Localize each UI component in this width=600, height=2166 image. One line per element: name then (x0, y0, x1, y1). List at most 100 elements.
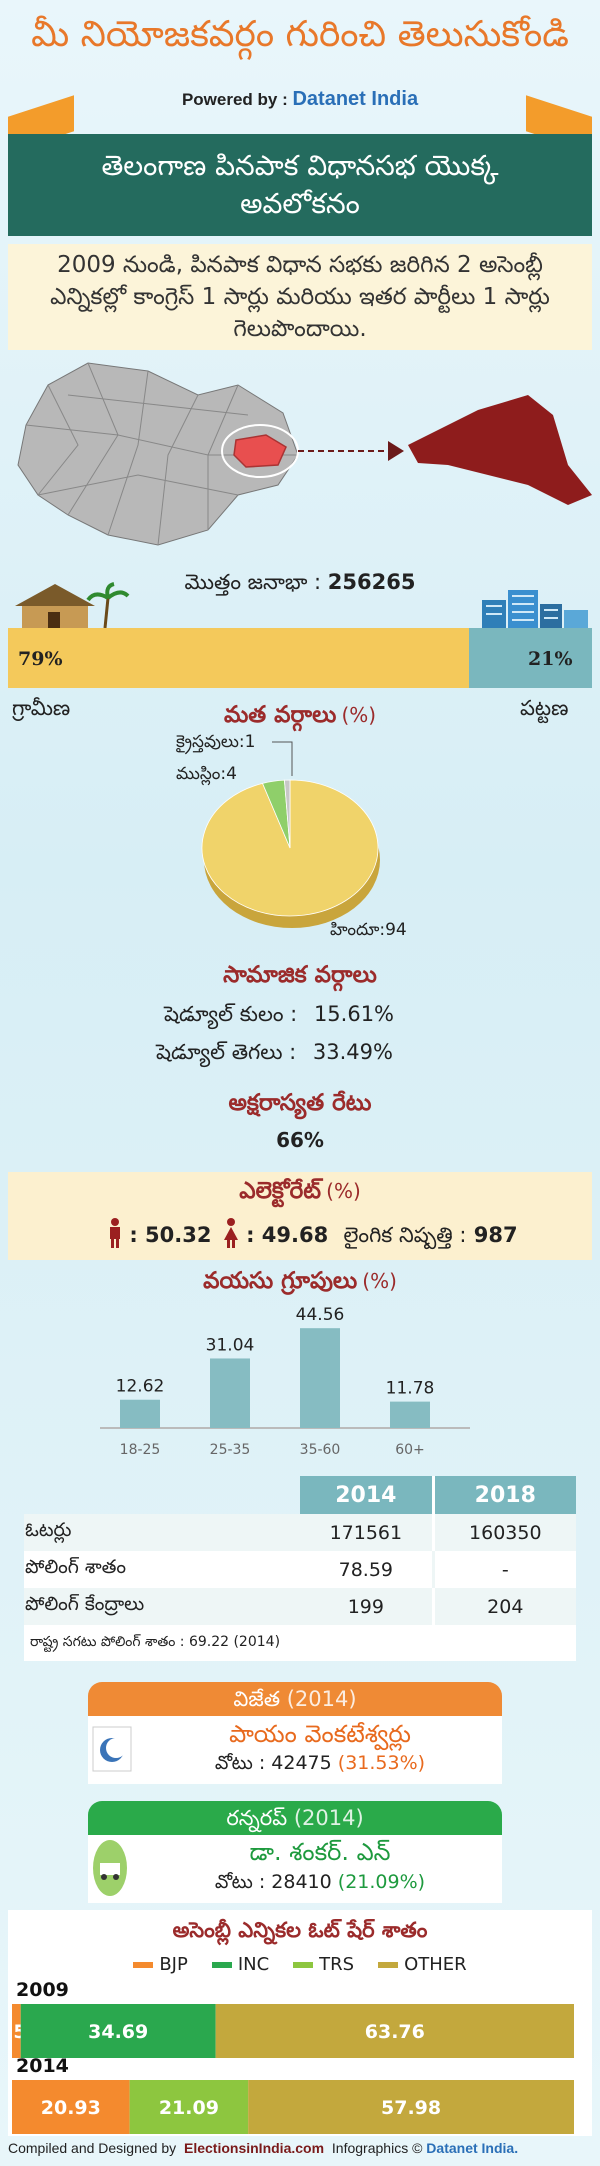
runnerup-year: (2014) (293, 1806, 364, 1830)
powered-by: Powered by : Datanet India (0, 88, 600, 111)
literacy-title: అక్షరాస్యత రేటు (228, 1090, 372, 1116)
age-category-label: 60+ (395, 1442, 425, 1458)
hindu-label: హిందూ:94 (330, 920, 407, 940)
stats-table-wrap: 2014 2018 ఓటర్లు 171561 160350 పోలింగ్ శ… (24, 1476, 576, 1661)
vote-share-value-label: 21.09 (159, 2097, 219, 2119)
male-value: : 50.32 (129, 1223, 212, 1247)
muslim-label: ముస్లిం:4 (176, 764, 237, 784)
row-2018: 160350 (469, 1521, 542, 1544)
overview-title: తెలంగాణ పినపాక విధానసభ యొక్క అవలోకనం (101, 149, 499, 220)
brand-link[interactable]: Datanet India (292, 88, 419, 110)
telangana-map (17, 362, 299, 546)
winner-card (88, 1716, 502, 1784)
powered-by-label: Powered by : (181, 90, 288, 109)
sex-ratio-value: 987 (473, 1223, 518, 1247)
urban-percent: 21% (528, 648, 573, 670)
age-unit: (%) (362, 1269, 397, 1293)
christian-label: క్రైస్తవులు:1 (176, 732, 256, 752)
connector-arrow (298, 441, 404, 461)
table-row: పోలింగ్ శాతం 78.59 - (24, 1551, 576, 1588)
age-bar-25-35 (210, 1358, 250, 1428)
vote-share-year-label: 2009 (16, 1982, 69, 2001)
rural-percent: 79% (18, 648, 63, 670)
vote-share-bar-trs-2014 (129, 2080, 249, 2134)
age-category-label: 18-25 (120, 1442, 161, 1458)
legend-swatch (378, 1962, 399, 1968)
row-label: పోలింగ్ శాతం (25, 1556, 127, 1578)
runnerup-votes-label: వోటు : 28410 (214, 1871, 332, 1893)
vote-share-bar-other-2014 (248, 2080, 574, 2134)
rural-label: గ్రామీణ (12, 696, 71, 720)
age-heading: వయసు గ్రూపులు (%) (0, 1268, 600, 1300)
sc-value: 15.61% (313, 1002, 395, 1026)
social-title: సామాజిక వర్గాలు (223, 962, 377, 988)
rural-bar (8, 628, 469, 688)
vote-share-legend: BJP INC TRS OTHER (0, 1954, 600, 1975)
electorate-stats: : 50.32 : 49.68 లైంగిక నిష్పత్తి : 987 (108, 1218, 518, 1253)
village-hut-icon (15, 582, 130, 629)
state-average-note: రాష్ట్ర సగటు పోలింగ్ శాతం : 69.22 (2014) (30, 1633, 281, 1650)
age-value-label: 12.62 (116, 1377, 165, 1397)
st-row: షెడ్యూల్ తెగలు : 33.49% (156, 1040, 393, 1070)
male-icon (110, 1218, 120, 1248)
age-value-label: 44.56 (296, 1305, 345, 1325)
urban-bar (469, 628, 592, 688)
runnerup-header: రన్నరప్ (2014) (88, 1801, 502, 1835)
stats-table: 2014 2018 ఓటర్లు 171561 160350 పోలింగ్ శ… (24, 1476, 576, 1661)
table-note-row: రాష్ట్ర సగటు పోలింగ్ శాతం : 69.22 (2014) (24, 1625, 576, 1661)
vote-share-bar-inc-2009 (20, 2004, 216, 2058)
age-category-label: 25-35 (210, 1442, 251, 1458)
age-title: వయసు గ్రూపులు (203, 1268, 358, 1294)
christian-leader-line (272, 741, 293, 776)
religion-pie-chart (201, 779, 380, 928)
legend-item-inc: INC (211, 1954, 269, 1975)
page-title: మీ నియోజకవర్గం గురించి తెలుసుకోండి (31, 14, 569, 55)
winner-votes: వోటు : 42475 (31.53%) (140, 1752, 500, 1779)
winner-votes-label: వోటు : 42475 (214, 1752, 332, 1774)
age-category-label: 35-60 (300, 1442, 341, 1458)
age-bar-18-25 (120, 1399, 160, 1428)
st-value: 33.49% (312, 1040, 393, 1064)
header-2018: 2018 (433, 1476, 576, 1514)
legend-label: TRS (319, 1954, 355, 1975)
table-row: పోలింగ్ కేంద్రాలు 199 204 (24, 1588, 576, 1625)
row-2018: 204 (487, 1595, 524, 1618)
table-corner (24, 1476, 300, 1514)
vote-share-bar-other-2009 (215, 2004, 574, 2058)
footer-infographics: Infographics © (331, 2140, 423, 2156)
legend-item-other: OTHER (378, 1954, 467, 1975)
footer-elections-link[interactable]: ElectionsinIndia.com (184, 2140, 325, 2156)
footer-compiled: Compiled and Designed by (8, 2140, 177, 2156)
vote-share-value-label: 57.98 (381, 2097, 441, 2119)
electorate-box (8, 1172, 592, 1260)
vote-share-value-label: 63.76 (365, 2021, 425, 2043)
pinapaka-map (408, 395, 592, 505)
electorate-unit: (%) (326, 1179, 361, 1203)
sex-ratio-label: లైంగిక నిష్పత్తి : (343, 1223, 467, 1247)
age-bar-60+ (390, 1401, 430, 1428)
row-2014: 199 (300, 1588, 435, 1625)
population-label: మొత్తం జనాభా : (184, 570, 322, 594)
religion-title: మత వర్గాలు (223, 702, 337, 728)
legend-swatch (133, 1962, 154, 1968)
legend-label: BJP (159, 1954, 188, 1975)
summary-box: 2009 నుండి, పినపాక విధాన సభకు జరిగిన 2 అ… (8, 244, 592, 350)
summary-text: 2009 నుండి, పినపాక విధాన సభకు జరిగిన 2 అ… (50, 252, 550, 342)
age-value-label: 11.78 (386, 1379, 435, 1399)
row-2018: - (501, 1558, 509, 1581)
winner-header: విజేత (2014) (88, 1682, 502, 1716)
runnerup-title: రన్నరప్ (226, 1806, 288, 1830)
legend-swatch (293, 1962, 314, 1968)
vote-share-year-label: 2014 (16, 2055, 69, 2077)
electorate-title: ఎలెక్టోరేట్ (239, 1178, 322, 1204)
st-label: షెడ్యూల్ తెగలు : (156, 1040, 297, 1064)
footer-datanet-link[interactable]: Datanet India. (426, 2140, 519, 2156)
runnerup-party-symbol (93, 1840, 127, 1896)
vote-share-bar-bjp-2014 (12, 2080, 130, 2134)
legend-item-trs: TRS (293, 1954, 354, 1975)
winner-title: విజేత (233, 1687, 281, 1711)
legend-swatch (211, 1962, 232, 1968)
literacy-value: 66% (276, 1128, 324, 1152)
religion-unit: (%) (341, 703, 377, 727)
runnerup-card (88, 1835, 502, 1903)
